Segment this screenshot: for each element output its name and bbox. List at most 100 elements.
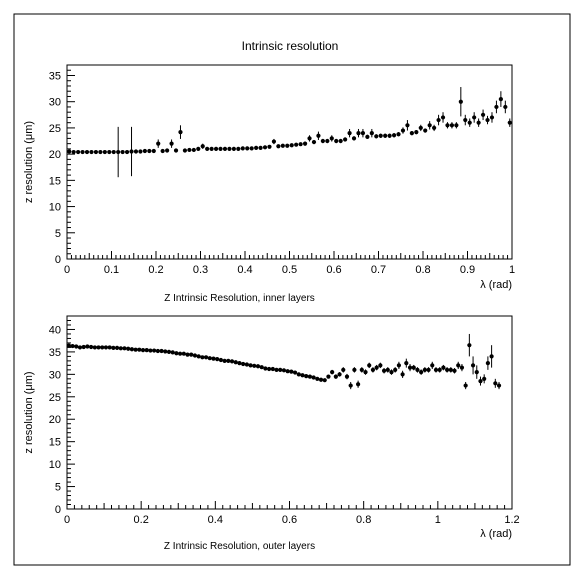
point-marker [334, 138, 339, 144]
data-point [215, 356, 220, 362]
point-marker [93, 149, 99, 155]
data-point [496, 381, 502, 390]
point-marker [140, 348, 146, 353]
point-marker [298, 142, 303, 147]
point-marker [271, 139, 277, 144]
data-point [170, 350, 175, 355]
point-marker [365, 134, 370, 139]
point-marker [482, 376, 487, 381]
point-marker [296, 372, 301, 377]
point-marker [165, 148, 170, 153]
y-axis-label: z resolution (μm) [23, 371, 35, 453]
point-marker [66, 343, 71, 348]
point-marker [142, 148, 147, 154]
data-point [211, 356, 216, 361]
point-marker [138, 149, 143, 154]
point-marker [472, 115, 477, 120]
point-marker [389, 370, 394, 375]
data-point [307, 374, 312, 379]
point-marker [359, 367, 364, 372]
data-point [441, 364, 446, 371]
data-point [189, 352, 194, 357]
data-point [432, 124, 437, 132]
x-tick-label: 0.5 [282, 264, 297, 276]
point-marker [307, 136, 312, 141]
point-marker [347, 131, 352, 136]
point-marker [320, 138, 325, 144]
point-marker [496, 383, 502, 388]
point-marker [378, 133, 383, 138]
data-point [427, 121, 432, 130]
x-tick-label: 0.6 [282, 514, 297, 526]
point-marker [245, 146, 250, 151]
data-point [485, 356, 490, 370]
data-point [320, 138, 325, 144]
data-point [255, 364, 261, 369]
point-marker [85, 344, 90, 349]
data-point [148, 348, 153, 353]
data-point [396, 361, 401, 369]
data-point [370, 367, 376, 373]
data-point [129, 126, 134, 177]
point-marker [274, 367, 279, 372]
point-marker [67, 149, 72, 154]
point-marker [205, 146, 210, 151]
data-point [322, 378, 327, 383]
point-marker [369, 131, 374, 136]
data-point [478, 376, 483, 386]
data-point [367, 362, 372, 369]
point-marker [467, 343, 472, 348]
data-point [445, 122, 450, 129]
point-marker [507, 120, 512, 125]
data-point [93, 149, 99, 155]
y-tick-label: 20 [49, 414, 61, 426]
data-point [76, 149, 81, 155]
point-marker [151, 148, 156, 154]
y-tick-label: 0 [55, 504, 61, 516]
data-point [289, 369, 294, 374]
y-tick-label: 15 [49, 175, 61, 187]
point-marker [418, 125, 423, 131]
point-marker [102, 149, 107, 155]
data-point [292, 370, 298, 375]
point-marker [280, 143, 285, 148]
data-point [85, 344, 90, 349]
data-point [116, 126, 121, 178]
data-point [400, 370, 405, 378]
point-marker [92, 345, 97, 350]
data-point [252, 363, 257, 368]
point-marker [367, 363, 372, 368]
data-point [422, 367, 427, 373]
point-marker [89, 149, 94, 155]
data-point [98, 149, 103, 155]
data-point [107, 345, 112, 350]
plot-frame [66, 315, 513, 510]
data-point [337, 372, 342, 377]
point-marker [244, 362, 249, 367]
point-marker [493, 381, 498, 386]
data-point [430, 361, 435, 369]
point-marker [289, 143, 294, 148]
data-point [433, 367, 439, 373]
point-marker [173, 148, 179, 153]
data-point [374, 364, 379, 371]
data-point [480, 109, 486, 121]
point-marker [203, 355, 209, 360]
point-marker [169, 141, 174, 146]
data-point [144, 348, 149, 353]
point-marker [231, 146, 236, 151]
point-marker [400, 128, 406, 133]
point-marker [81, 344, 86, 350]
point-marker [226, 358, 231, 363]
data-point [107, 149, 112, 155]
y-tick-label: 15 [49, 437, 61, 449]
data-point [307, 135, 312, 142]
data-point [114, 345, 120, 350]
point-marker [370, 367, 376, 372]
x-axis-label: λ (rad) [480, 528, 512, 540]
data-point [267, 366, 272, 372]
point-marker [170, 350, 175, 355]
point-marker [259, 365, 264, 370]
point-marker [391, 133, 397, 138]
